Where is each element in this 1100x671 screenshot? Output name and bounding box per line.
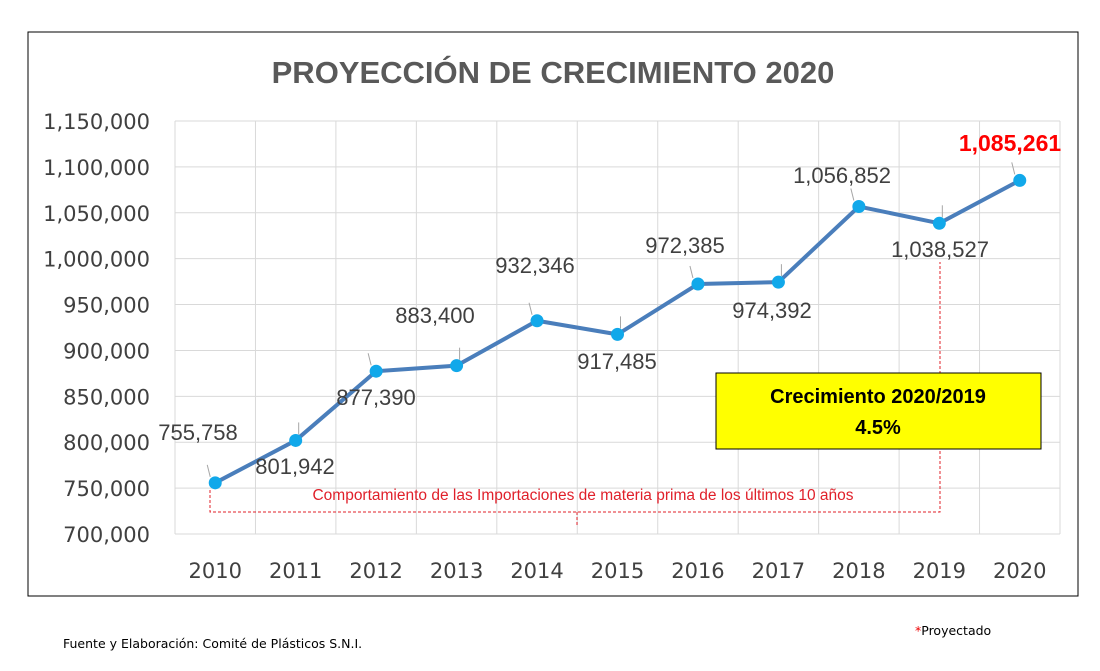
data-point bbox=[771, 275, 785, 289]
leader-line bbox=[689, 265, 694, 279]
x-tick-label: 2012 bbox=[349, 559, 402, 583]
data-label: 972,385 bbox=[645, 233, 725, 258]
x-tick-label: 2016 bbox=[671, 559, 724, 583]
y-tick-label: 700,000 bbox=[63, 523, 150, 547]
y-tick-label: 1,100,000 bbox=[43, 156, 150, 180]
x-tick-label: 2017 bbox=[752, 559, 805, 583]
data-label: 932,346 bbox=[495, 253, 575, 278]
y-tick-label: 950,000 bbox=[63, 294, 150, 318]
source-note: Fuente y Elaboración: Comité de Plástico… bbox=[63, 636, 363, 651]
leader-line bbox=[367, 353, 372, 366]
x-tick-label: 2010 bbox=[189, 559, 242, 583]
chart-border bbox=[27, 31, 1079, 597]
chart-title: PROYECCIÓN DE CRECIMIENTO 2020 bbox=[272, 54, 835, 90]
x-tick-label: 2013 bbox=[430, 559, 483, 583]
growth-callout-title: Crecimiento 2020/2019 bbox=[770, 386, 986, 408]
data-point bbox=[289, 433, 303, 447]
data-label: 1,038,527 bbox=[891, 237, 989, 262]
data-label: 1,085,261 bbox=[959, 130, 1062, 156]
x-tick-label: 2014 bbox=[510, 559, 563, 583]
data-label: 974,392 bbox=[732, 298, 812, 323]
leader-line bbox=[528, 302, 533, 315]
y-tick-label: 1,050,000 bbox=[43, 202, 150, 226]
data-point bbox=[852, 199, 866, 213]
y-tick-label: 800,000 bbox=[63, 431, 150, 455]
data-point bbox=[369, 364, 383, 378]
data-point bbox=[1013, 173, 1027, 187]
data-point bbox=[530, 314, 544, 328]
data-point bbox=[208, 476, 222, 490]
x-tick-label: 2020 bbox=[993, 559, 1046, 583]
data-point bbox=[450, 359, 464, 373]
projected-note: Proyectado bbox=[921, 623, 992, 638]
y-tick-label: 900,000 bbox=[63, 339, 150, 363]
leader-line bbox=[850, 188, 855, 201]
data-point bbox=[611, 327, 624, 341]
data-label: 883,400 bbox=[395, 303, 475, 328]
leader-line bbox=[1011, 162, 1016, 175]
data-point bbox=[691, 277, 705, 291]
y-tick-label: 1,000,000 bbox=[43, 248, 150, 272]
data-label: 801,942 bbox=[255, 454, 335, 479]
data-label: 755,758 bbox=[158, 420, 238, 445]
x-tick-label: 2018 bbox=[832, 559, 885, 583]
y-tick-label: 750,000 bbox=[63, 477, 150, 501]
projected-asterisk: * bbox=[915, 623, 922, 638]
data-point bbox=[932, 216, 946, 230]
y-tick-label: 1,150,000 bbox=[43, 110, 150, 134]
data-label: 1,056,852 bbox=[793, 163, 891, 188]
x-tick-label: 2019 bbox=[913, 559, 966, 583]
growth-callout-box bbox=[715, 372, 1042, 450]
data-label: 917,485 bbox=[577, 349, 657, 374]
data-label: 877,390 bbox=[336, 385, 416, 410]
annotation-range-label: Comportamiento de las Importaciones de m… bbox=[312, 487, 853, 504]
growth-callout-value: 4.5% bbox=[855, 417, 901, 439]
x-tick-label: 2015 bbox=[591, 559, 644, 583]
x-tick-label: 2011 bbox=[269, 559, 322, 583]
y-tick-label: 850,000 bbox=[63, 385, 150, 409]
leader-line bbox=[206, 464, 211, 477]
